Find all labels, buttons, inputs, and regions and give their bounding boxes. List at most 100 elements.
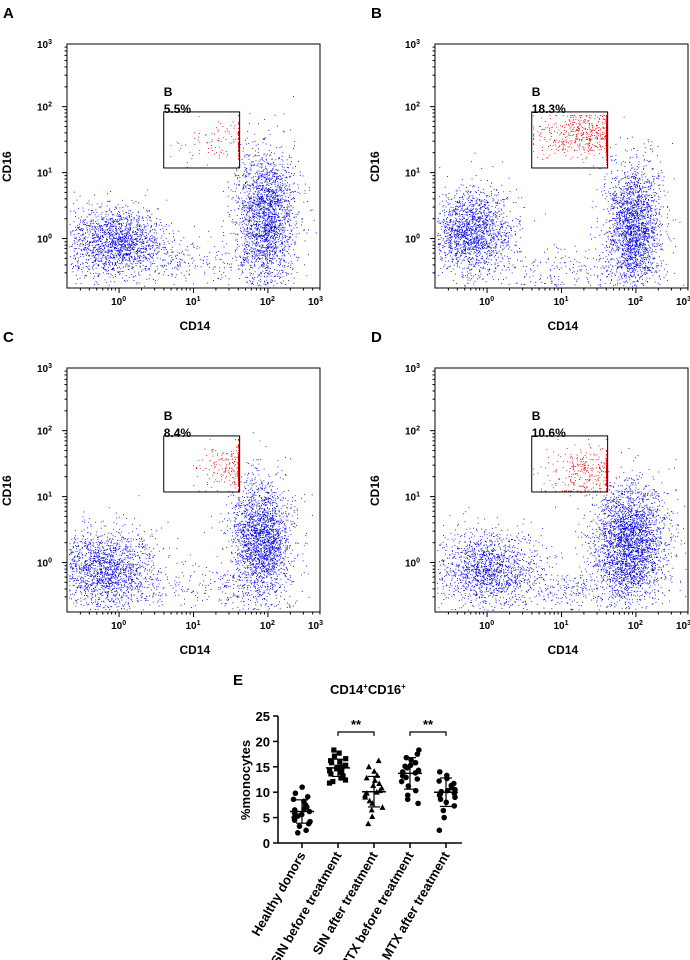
- event-dot: [461, 208, 463, 210]
- event-dot: [244, 248, 246, 249]
- event-dot: [82, 234, 84, 235]
- event-dot: [144, 247, 146, 249]
- event-dot: [78, 260, 79, 262]
- event-dot: [244, 222, 246, 224]
- event-dot: [275, 169, 277, 171]
- event-dot: [118, 249, 119, 251]
- event-dot: [120, 238, 122, 240]
- event-dot: [267, 176, 269, 178]
- event-dot: [81, 216, 82, 218]
- event-dot: [148, 233, 149, 235]
- event-dot: [103, 255, 105, 256]
- event-dot: [140, 260, 142, 262]
- event-dot: [230, 189, 232, 191]
- event-dot: [109, 276, 111, 278]
- event-dot: [116, 261, 118, 263]
- event-dot: [225, 243, 227, 245]
- event-dot: [119, 266, 120, 268]
- event-dot: [463, 267, 465, 269]
- event-dot: [451, 220, 453, 222]
- event-dot: [263, 230, 265, 232]
- event-dot: [508, 240, 509, 242]
- event-dot: [70, 232, 72, 234]
- event-dot: [262, 160, 264, 162]
- event-dot: [96, 223, 97, 224]
- event-dot: [134, 256, 136, 258]
- event-dot: [488, 262, 490, 263]
- event-dot: [145, 257, 147, 259]
- event-dot: [261, 264, 262, 266]
- event-dot: [187, 249, 189, 251]
- event-dot: [267, 196, 269, 198]
- event-dot: [109, 256, 111, 258]
- event-dot: [475, 208, 477, 210]
- event-dot: [121, 249, 123, 251]
- event-dot: [272, 214, 273, 215]
- event-dot: [248, 192, 250, 194]
- event-dot: [119, 263, 121, 265]
- event-dot: [171, 246, 173, 248]
- event-dot: [172, 259, 174, 261]
- event-dot: [99, 237, 101, 239]
- event-dot: [192, 257, 193, 259]
- gate-name: B: [164, 85, 173, 99]
- event-dot: [115, 247, 117, 249]
- event-dot: [301, 221, 303, 223]
- event-dots: [69, 96, 317, 287]
- event-dot: [88, 200, 90, 202]
- event-dot: [277, 185, 279, 187]
- event-dot: [274, 213, 275, 215]
- event-dot: [274, 247, 276, 249]
- event-dot: [276, 189, 278, 190]
- event-dot: [125, 250, 127, 251]
- event-dot: [248, 232, 250, 234]
- event-dot: [281, 194, 283, 196]
- event-dot: [103, 242, 105, 243]
- event-dot: [266, 168, 268, 170]
- event-dot: [134, 255, 135, 257]
- event-dot: [238, 268, 240, 270]
- event-dot: [281, 241, 283, 243]
- event-dot: [218, 140, 220, 141]
- event-dot: [256, 242, 258, 244]
- event-dot: [249, 249, 251, 250]
- event-dot: [117, 239, 119, 240]
- event-dot: [214, 266, 216, 268]
- event-dot: [96, 211, 98, 213]
- event-dot: [476, 238, 478, 240]
- event-dot: [274, 172, 275, 174]
- event-dot: [99, 246, 100, 248]
- event-dot: [259, 234, 261, 236]
- event-dot: [242, 226, 244, 228]
- event-dot: [278, 190, 280, 192]
- event-dot: [449, 265, 451, 267]
- event-dot: [121, 239, 123, 241]
- event-dot: [248, 233, 249, 234]
- event-dot: [478, 277, 480, 279]
- event-dot: [492, 219, 494, 220]
- event-dot: [124, 240, 126, 242]
- event-dot: [267, 231, 269, 232]
- event-dot: [262, 247, 264, 248]
- event-dot: [168, 255, 170, 257]
- event-dot: [290, 157, 292, 159]
- event-dot: [288, 215, 290, 217]
- event-dot: [288, 185, 290, 187]
- event-dot: [288, 201, 290, 203]
- event-dot: [469, 252, 470, 254]
- event-dot: [276, 201, 278, 203]
- event-dot: [113, 255, 115, 256]
- event-dot: [274, 193, 276, 194]
- event-dot: [150, 238, 152, 239]
- event-dot: [151, 225, 152, 227]
- event-dot: [250, 274, 251, 276]
- event-dot: [87, 259, 89, 261]
- event-dot: [259, 274, 260, 276]
- event-dot: [266, 279, 268, 281]
- event-dot: [245, 239, 247, 241]
- event-dot: [97, 219, 99, 221]
- event-dot: [148, 246, 150, 248]
- event-dot: [258, 160, 260, 162]
- event-dot: [288, 246, 290, 248]
- event-dot: [160, 222, 162, 224]
